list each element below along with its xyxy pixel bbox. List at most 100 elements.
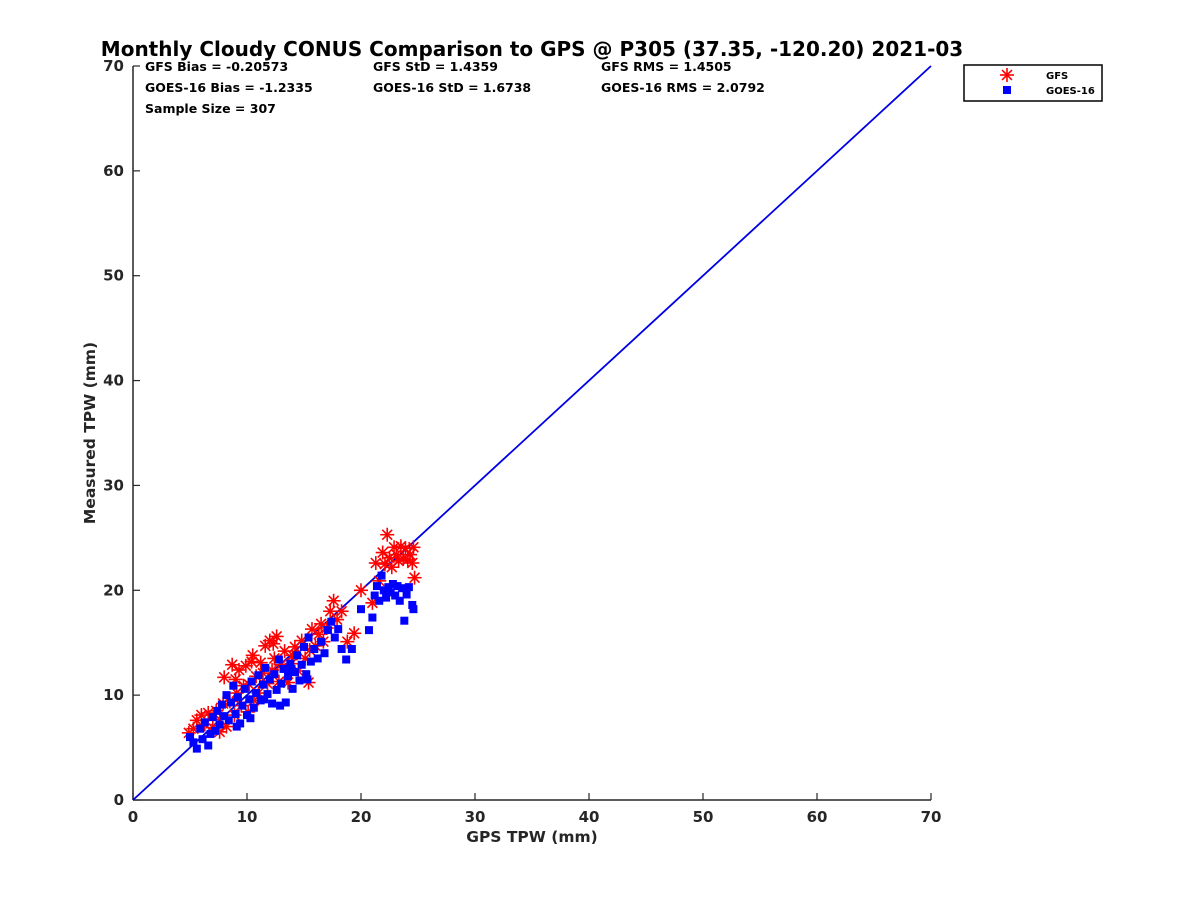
legend-gfs-marker xyxy=(1000,68,1014,82)
goes16-point xyxy=(408,600,417,609)
gfs-point xyxy=(405,556,420,571)
goes16-point xyxy=(215,720,224,729)
y-ticks: 0 10 20 30 40 50 60 70 xyxy=(103,57,140,809)
goes16-point xyxy=(313,654,322,663)
goes16-point xyxy=(327,617,336,626)
axes xyxy=(132,66,931,801)
x-tick-label: 10 xyxy=(237,808,258,826)
series-goes16 xyxy=(186,571,418,753)
goes16-point xyxy=(260,695,269,704)
goes16-point xyxy=(364,626,373,635)
goes16-point xyxy=(238,701,247,710)
goes16-point xyxy=(330,633,339,642)
goes16-point xyxy=(334,625,343,634)
y-tick-label: 50 xyxy=(103,267,124,285)
goes16-point xyxy=(232,722,241,731)
x-tick-label: 60 xyxy=(807,808,828,826)
goes16-point xyxy=(208,713,217,722)
gfs-point xyxy=(354,583,368,598)
gfs-point xyxy=(407,570,422,585)
goes16-point xyxy=(388,579,397,588)
gfs-point xyxy=(380,527,395,542)
y-tick-label: 20 xyxy=(103,581,124,599)
goes16-point xyxy=(404,583,413,592)
goes16-point xyxy=(231,710,240,719)
goes16-point xyxy=(288,684,297,693)
goes16-point xyxy=(391,591,400,600)
goes16-point xyxy=(287,664,296,673)
goes16-point xyxy=(370,591,379,600)
goes16-point xyxy=(213,706,222,715)
y-tick-label: 60 xyxy=(103,162,124,180)
goes16-point xyxy=(224,716,233,725)
goes16-point xyxy=(337,645,346,654)
goes16-point xyxy=(276,701,285,710)
goes16-point xyxy=(347,645,356,654)
gfs-point xyxy=(326,593,341,608)
legend-gfs-asterisk xyxy=(1000,68,1014,82)
goes16-point xyxy=(277,679,286,688)
gfs-point xyxy=(406,540,421,555)
gfs-point xyxy=(334,604,349,619)
goes16-point xyxy=(317,637,326,646)
goes16-point xyxy=(368,613,377,622)
goes16-point xyxy=(204,741,213,750)
goes16-point xyxy=(245,695,254,704)
goes16-point xyxy=(281,698,290,707)
stat-goes-std: GOES-16 StD = 1.6738 xyxy=(373,80,531,95)
goes16-point xyxy=(310,645,319,654)
legend-box xyxy=(963,64,1103,102)
gfs-point xyxy=(245,648,260,663)
goes16-point xyxy=(297,660,306,669)
goes16-point xyxy=(375,596,384,605)
goes16-point xyxy=(227,698,236,707)
goes16-point xyxy=(258,680,267,689)
stat-gfs-rms: GFS RMS = 1.4505 xyxy=(601,59,732,74)
goes16-point xyxy=(377,571,386,580)
goes16-point xyxy=(409,605,418,614)
x-tick-label: 0 xyxy=(128,808,138,826)
legend-goes16-label: GOES-16 xyxy=(1046,86,1095,97)
x-ticks: 0 10 20 30 40 50 60 70 xyxy=(128,793,942,826)
goes16-point xyxy=(279,664,288,673)
y-tick-label: 30 xyxy=(103,476,124,494)
goes16-point xyxy=(272,685,281,694)
y-tick-label: 70 xyxy=(103,57,124,75)
gfs-point xyxy=(340,634,355,649)
goes16-point xyxy=(395,596,404,605)
goes16-point xyxy=(295,676,304,685)
chart-title: Monthly Cloudy CONUS Comparison to GPS @… xyxy=(101,37,963,61)
goes16-point xyxy=(265,675,274,684)
gfs-point xyxy=(217,670,232,685)
goes16-point xyxy=(233,693,242,702)
goes16-point xyxy=(303,675,312,684)
y-tick-label: 40 xyxy=(103,372,124,390)
goes16-point xyxy=(249,703,258,712)
goes16-point xyxy=(247,677,256,686)
legend-gfs-label: GFS xyxy=(1046,71,1068,82)
goes16-point xyxy=(382,593,391,602)
stat-sample-size: Sample Size = 307 xyxy=(145,101,276,116)
goes16-point xyxy=(306,657,315,666)
x-tick-label: 70 xyxy=(921,808,942,826)
goes16-point xyxy=(189,738,198,747)
goes16-point xyxy=(261,663,270,672)
x-tick-label: 50 xyxy=(693,808,714,826)
goes16-point xyxy=(198,735,207,744)
goes16-point xyxy=(393,582,402,591)
y-tick-label: 0 xyxy=(114,791,124,809)
goes16-point xyxy=(386,588,395,597)
goes16-point xyxy=(398,584,407,593)
goes16-point xyxy=(220,712,229,721)
goes16-point xyxy=(270,670,279,679)
goes16-point xyxy=(274,655,283,664)
goes16-point xyxy=(246,714,255,723)
goes16-point xyxy=(372,582,381,591)
goes16-point xyxy=(217,700,226,709)
goes16-point xyxy=(384,583,393,592)
goes16-point xyxy=(286,659,295,668)
goes16-point xyxy=(211,726,220,735)
goes16-point xyxy=(263,690,272,699)
gfs-point xyxy=(347,626,362,641)
gfs-point xyxy=(368,556,383,571)
